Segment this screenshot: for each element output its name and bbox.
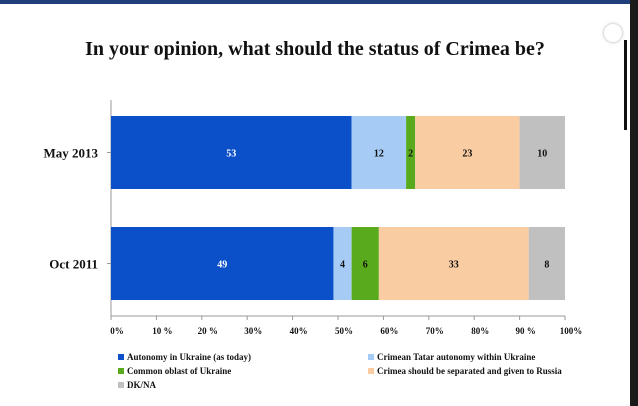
x-tick-label: 30% — [244, 326, 262, 336]
bar-segment — [519, 116, 565, 189]
legend-swatch — [118, 368, 124, 374]
data-label: 10 — [537, 149, 547, 160]
x-tick-label: 10 % — [152, 326, 172, 336]
bar-segment — [351, 227, 379, 300]
legend-label: Common oblast of Ukraine — [127, 366, 232, 376]
x-tick-label: 0% — [110, 326, 124, 336]
x-tick-label: 40% — [290, 326, 308, 336]
legend-label: Autonomy in Ukraine (as today) — [127, 352, 252, 362]
x-tick-label: 70% — [426, 326, 444, 336]
data-label: 12 — [374, 149, 384, 160]
category-label: Oct 2011 — [49, 257, 98, 272]
chart-title: In your opinion, what should the status … — [85, 38, 545, 60]
bar-segment — [528, 227, 565, 300]
legend-label: Crimea should be separated and given to … — [377, 366, 562, 376]
x-tick-label: 60% — [380, 326, 398, 336]
bar-segment — [333, 227, 352, 300]
chart-ticks: 0% 10 % 20 % 30% 40% 50% 60% 70% 80% 90 % 100% — [110, 316, 582, 336]
legend-swatch — [368, 368, 374, 374]
bar-segment — [406, 116, 416, 189]
side-strip — [624, 40, 627, 130]
x-tick-label: 80% — [471, 326, 489, 336]
legend-item: DK/NA — [118, 380, 156, 390]
x-tick-label: 20 % — [198, 326, 218, 336]
legend-label: Crimean Tatar autonomy within Ukraine — [377, 352, 536, 362]
legend-item: Crimea should be separated and given to … — [368, 366, 562, 376]
legend-item: Common oblast of Ukraine — [118, 366, 231, 376]
category-label: May 2013 — [43, 146, 98, 161]
x-tick-label: 90 % — [515, 326, 535, 336]
data-label: 4 — [340, 260, 345, 271]
chart-bars: 53 12 2 23 10 49 4 6 33 8 — [111, 116, 565, 300]
legend-swatch — [118, 382, 124, 388]
legend-item: Autonomy in Ukraine (as today) — [118, 352, 251, 362]
legend-swatch — [368, 354, 374, 360]
data-label: 23 — [462, 149, 472, 160]
bar-segment — [111, 227, 334, 300]
data-label: 33 — [449, 260, 459, 271]
legend-label: DK/NA — [127, 380, 156, 390]
legend-swatch — [118, 354, 124, 360]
legend-item: Crimean Tatar autonomy within Ukraine — [368, 352, 535, 362]
bar-segment — [378, 227, 529, 300]
bar-segment — [415, 116, 520, 189]
data-label: 2 — [408, 149, 413, 160]
x-tick-label: 100% — [560, 326, 583, 336]
window-edge — [630, 0, 638, 406]
data-label: 6 — [363, 260, 368, 271]
visual-search-icon[interactable] — [604, 24, 622, 42]
data-label: 53 — [226, 149, 236, 160]
x-tick-label: 50% — [335, 326, 353, 336]
data-label: 8 — [544, 260, 549, 271]
data-label: 49 — [217, 260, 227, 271]
top-band — [0, 0, 638, 4]
bar-segment — [111, 116, 352, 189]
bar-segment — [351, 116, 407, 189]
